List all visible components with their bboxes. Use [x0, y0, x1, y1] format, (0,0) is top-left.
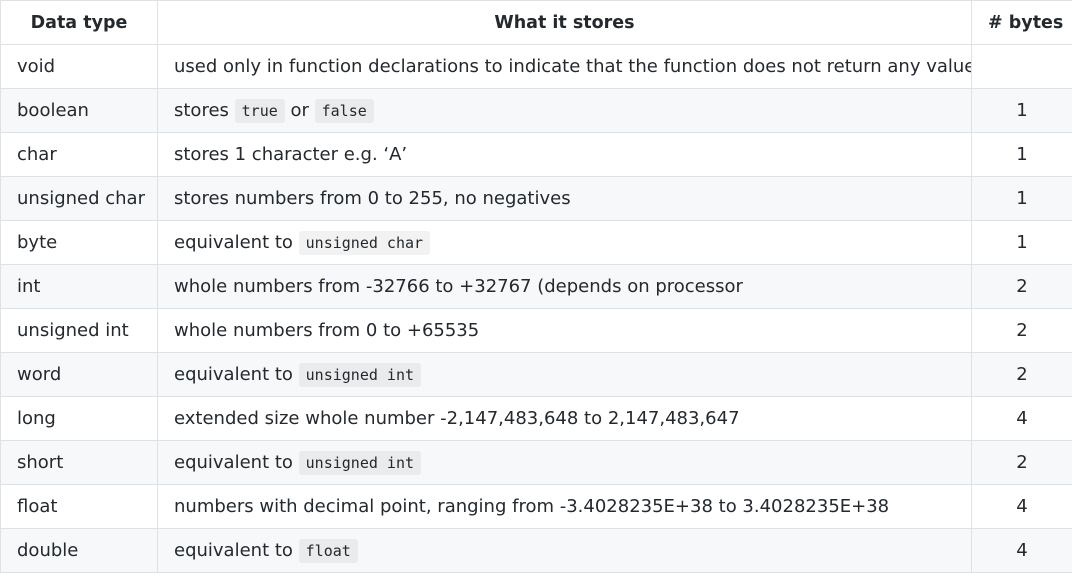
data-type-cell: float: [0, 484, 158, 529]
description-cell: used only in function declarations to in…: [157, 44, 972, 89]
data-type-cell: char: [0, 132, 158, 177]
data-type-cell: short: [0, 440, 158, 485]
description-cell: equivalent to unsigned int: [157, 440, 972, 485]
header-row: Data type What it stores # bytes: [0, 0, 1072, 45]
description-text: numbers with decimal point, ranging from…: [174, 496, 890, 517]
table-body: void used only in function declarations t…: [0, 44, 1072, 573]
bytes-cell: 1: [971, 176, 1072, 221]
bytes-cell: 4: [971, 484, 1072, 529]
description-cell: equivalent to unsigned int: [157, 352, 972, 397]
inline-code: unsigned int: [298, 451, 422, 475]
bytes-cell: 1: [971, 220, 1072, 265]
description-cell: equivalent to float: [157, 528, 972, 573]
inline-code: float: [298, 539, 358, 563]
description-text: extended size whole number -2,147,483,64…: [174, 408, 740, 429]
table-row: byte equivalent to unsigned char 1: [0, 220, 1072, 265]
bytes-cell: 1: [971, 132, 1072, 177]
data-type-cell: int: [0, 264, 158, 309]
table-row: float numbers with decimal point, ranging…: [0, 484, 1072, 529]
description-text: whole numbers from 0 to +65535: [174, 320, 480, 341]
description-cell: whole numbers from -32766 to +32767 (dep…: [157, 264, 972, 309]
data-type-cell: byte: [0, 220, 158, 265]
description-cell: stores true or false: [157, 88, 972, 133]
table-row: char stores 1 character e.g. ‘A’ 1: [0, 132, 1072, 177]
table-row: unsigned char stores numbers from 0 to 25…: [0, 176, 1072, 221]
description-cell: equivalent to unsigned char: [157, 220, 972, 265]
inline-code: true: [234, 99, 285, 123]
bytes-cell: 2: [971, 440, 1072, 485]
description-text: stores 1 character e.g. ‘A’: [174, 144, 408, 165]
description-text: equivalent to: [174, 364, 299, 385]
description-cell: whole numbers from 0 to +65535: [157, 308, 972, 353]
table-row: boolean stores true or false 1: [0, 88, 1072, 133]
bytes-cell: 4: [971, 396, 1072, 441]
bytes-cell: 2: [971, 264, 1072, 309]
table-row: unsigned int whole numbers from 0 to +655…: [0, 308, 1072, 353]
bytes-cell: 2: [971, 308, 1072, 353]
description-cell: stores 1 character e.g. ‘A’: [157, 132, 972, 177]
description-text: equivalent to: [174, 452, 299, 473]
description-cell: numbers with decimal point, ranging from…: [157, 484, 972, 529]
inline-code: unsigned char: [298, 231, 431, 255]
bytes-cell: 4: [971, 528, 1072, 573]
description-text: used only in function declarations to in…: [174, 56, 972, 77]
description-text: equivalent to: [174, 232, 299, 253]
header-what-it-stores: What it stores: [157, 0, 972, 45]
description-text: equivalent to: [174, 540, 299, 561]
description-text: stores: [174, 100, 235, 121]
table-header: Data type What it stores # bytes: [0, 0, 1072, 45]
data-type-cell: double: [0, 528, 158, 573]
data-type-cell: unsigned int: [0, 308, 158, 353]
data-type-cell: unsigned char: [0, 176, 158, 221]
table-row: double equivalent to float 4: [0, 528, 1072, 573]
table-row: void used only in function declarations t…: [0, 44, 1072, 89]
description-cell: extended size whole number -2,147,483,64…: [157, 396, 972, 441]
inline-code: false: [314, 99, 374, 123]
table-row: word equivalent to unsigned int 2: [0, 352, 1072, 397]
data-type-cell: long: [0, 396, 158, 441]
description-text: stores numbers from 0 to 255, no negativ…: [174, 188, 571, 209]
table-row: short equivalent to unsigned int 2: [0, 440, 1072, 485]
data-types-table: Data type What it stores # bytes void use…: [0, 0, 1072, 573]
data-type-cell: boolean: [0, 88, 158, 133]
description-text: or: [284, 100, 315, 121]
data-type-cell: word: [0, 352, 158, 397]
bytes-cell: 2: [971, 352, 1072, 397]
data-type-cell: void: [0, 44, 158, 89]
header-data-type: Data type: [0, 0, 158, 45]
inline-code: unsigned int: [298, 363, 422, 387]
bytes-cell: [971, 44, 1072, 89]
description-cell: stores numbers from 0 to 255, no negativ…: [157, 176, 972, 221]
bytes-cell: 1: [971, 88, 1072, 133]
description-text: whole numbers from -32766 to +32767 (dep…: [174, 276, 743, 297]
header-bytes: # bytes: [971, 0, 1072, 45]
table-row: int whole numbers from -32766 to +32767 (…: [0, 264, 1072, 309]
table-row: long extended size whole number -2,147,48…: [0, 396, 1072, 441]
